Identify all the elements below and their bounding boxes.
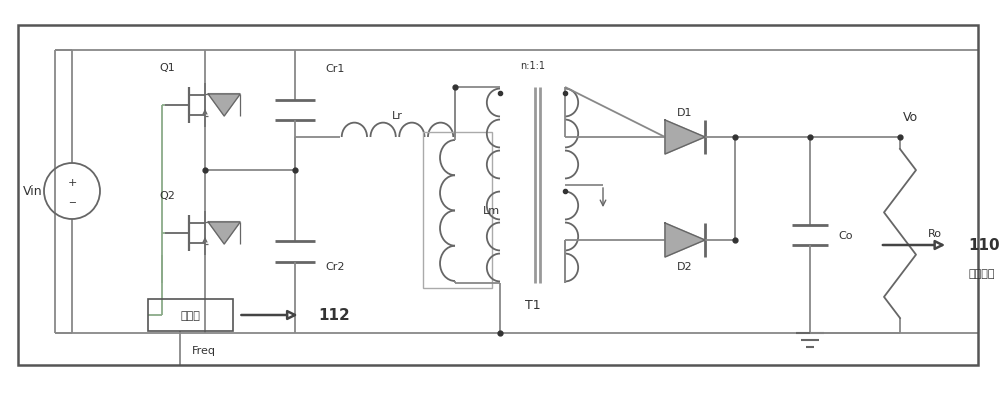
Text: n:1:1: n:1:1 [520,61,545,71]
Polygon shape [665,224,705,257]
Polygon shape [208,222,240,244]
Text: Vin: Vin [23,185,43,198]
Bar [423,133,492,288]
Text: Cr1: Cr1 [325,64,344,74]
Text: Ro: Ro [928,229,942,239]
Text: 主变换器: 主变换器 [968,269,995,278]
Bar [18,26,978,365]
Text: 112: 112 [318,308,350,323]
Bar [148,299,233,331]
Text: Cr2: Cr2 [325,262,345,272]
Text: 110: 110 [968,238,1000,253]
Text: Co: Co [838,230,852,241]
Text: Lm: Lm [483,205,500,215]
Text: Vo: Vo [902,111,918,124]
Text: 驱动器: 驱动器 [180,310,200,320]
Text: ─: ─ [69,198,75,207]
Polygon shape [208,95,240,117]
Text: Lr: Lr [392,111,403,121]
Text: D1: D1 [677,108,693,118]
Polygon shape [665,121,705,155]
Text: D2: D2 [677,261,693,271]
Text: T1: T1 [525,299,540,312]
Text: Freq: Freq [192,345,216,355]
Text: Q2: Q2 [159,190,175,200]
Text: +: + [67,177,77,188]
Text: Q1: Q1 [159,63,175,73]
